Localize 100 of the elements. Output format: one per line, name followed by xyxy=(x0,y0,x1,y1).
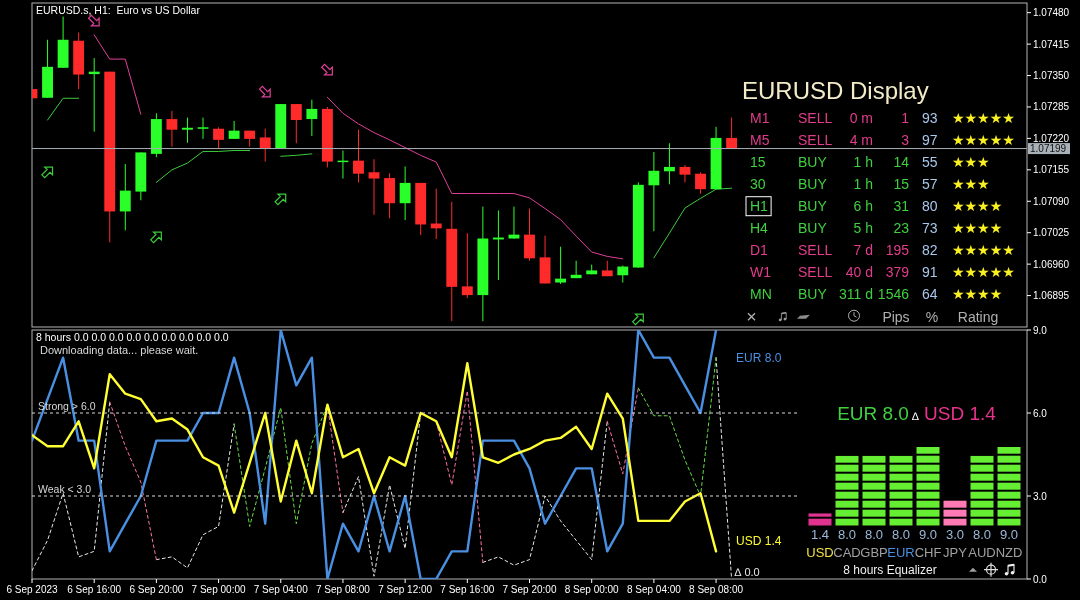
annotation: D1 xyxy=(750,242,769,259)
annotation: 4 m xyxy=(849,132,873,149)
x-tick-label: 7 Sep 12:00 xyxy=(378,584,433,595)
annotation: 23 xyxy=(893,220,910,237)
annotation: SELL xyxy=(798,242,833,259)
annotation: BUY xyxy=(798,176,828,193)
annotation: 0 m xyxy=(849,110,873,127)
annotation: ★★★ xyxy=(952,154,990,171)
annotation: BUY xyxy=(798,198,828,215)
annotation: 8 hours Equalizer xyxy=(843,562,937,577)
annotation: 80 xyxy=(922,198,938,215)
annotation: 55 xyxy=(922,154,938,171)
data-label: 9.0 xyxy=(999,526,1019,542)
annotation: ★★★★★ xyxy=(952,242,1015,259)
annotation: % xyxy=(925,308,939,325)
x-tick-label: 7 Sep 16:00 xyxy=(440,584,495,595)
annotation: 40 d xyxy=(845,264,873,281)
x-tick-label: 7 Sep 04:00 xyxy=(253,584,309,595)
x-tick-label: GBP xyxy=(860,544,888,560)
annotation: 379 xyxy=(885,264,910,281)
chart-title: 8 hours 0.0 0.0 0.0 0.0 0.0 0.0 0.0 0.0 0.0 xyxy=(36,331,229,343)
y-tick-label: 3.0 xyxy=(1033,490,1048,502)
data-label: 8.0 xyxy=(864,526,884,542)
annotation: 311 d xyxy=(839,286,873,303)
y-tick-label: 1.07285 xyxy=(1033,101,1070,113)
chart-title: EURUSD.s, H1: Euro vs US Dollar xyxy=(36,4,201,16)
annotation: 1 h xyxy=(853,176,873,193)
x-tick-label: EUR xyxy=(887,544,915,560)
y-tick-label: 1.07350 xyxy=(1033,70,1070,82)
x-tick-label: AUD xyxy=(968,544,996,560)
data-label: 1.4 xyxy=(810,526,830,542)
annotation: 3 xyxy=(901,132,910,149)
annotation: 1 xyxy=(901,110,910,127)
y-tick-label: 1.07090 xyxy=(1033,195,1070,207)
annotation: ★★★ xyxy=(952,176,990,193)
x-tick-label: USD xyxy=(806,544,834,560)
series-label: EUR 8.0 xyxy=(736,351,782,366)
annotation: 30 xyxy=(750,176,766,193)
annotation: 93 xyxy=(922,110,938,127)
x-tick-label: NZD xyxy=(995,544,1023,560)
x-tick-label: 7 Sep 20:00 xyxy=(502,584,557,595)
data-label: 8.0 xyxy=(891,526,911,542)
annotation: 91 xyxy=(922,264,938,281)
annotation: MN xyxy=(750,286,772,303)
data-label: 9.0 xyxy=(918,526,938,542)
annotation: W1 xyxy=(750,264,772,281)
data-label: 3.0 xyxy=(945,526,965,542)
data-label: 8.0 xyxy=(972,526,992,542)
annotation: ★★★★★ xyxy=(952,132,1015,149)
data-label: 8.0 xyxy=(837,526,857,542)
annotation: Pips xyxy=(882,308,910,325)
y-tick-label: 0.0 xyxy=(1033,573,1048,585)
annotation: 14 xyxy=(893,154,910,171)
annotation: 31 xyxy=(893,198,910,215)
annotation: ★★★★★ xyxy=(952,110,1015,127)
annotation: 195 xyxy=(885,242,910,259)
annotation: ★★★★★ xyxy=(952,264,1015,281)
text: EURUSD Display xyxy=(742,77,929,104)
y-tick-label: 1.07415 xyxy=(1033,38,1070,50)
annotation: ∆ 0.0 xyxy=(734,566,760,578)
x-tick-label: 8 Sep 00:00 xyxy=(564,584,620,595)
ref-line-label: Weak < 3.0 xyxy=(38,483,92,495)
annotation: 64 xyxy=(922,286,938,303)
y-tick-label: 1.07025 xyxy=(1033,227,1070,239)
x-tick-label: CHF xyxy=(914,544,942,560)
annotation: SELL xyxy=(798,132,833,149)
y-tick-label: 1.06960 xyxy=(1033,258,1070,270)
x-tick-label: CAD xyxy=(833,544,861,560)
x-tick-label: 6 Sep 2023 xyxy=(6,584,59,595)
annotation: 7 d xyxy=(853,242,873,259)
x-tick-label: 8 Sep 04:00 xyxy=(626,584,682,595)
annotation: SELL xyxy=(798,110,833,127)
annotation: 82 xyxy=(922,242,938,259)
annotation: BUY xyxy=(798,286,828,303)
annotation: ★★★★ xyxy=(952,286,1003,303)
annotation: 57 xyxy=(922,176,938,193)
annotation: 97 xyxy=(922,132,938,149)
y-tick-label: 1.06895 xyxy=(1033,290,1070,302)
y-tick-label: 6.0 xyxy=(1033,407,1048,419)
annotation: BUY xyxy=(798,154,828,171)
annotation: 5 h xyxy=(853,220,873,237)
annotation: 6 h xyxy=(853,198,873,215)
annotation: ★★★★ xyxy=(952,198,1003,215)
chart-title: EUR 8.0 ∆ USD 1.4 xyxy=(837,403,997,424)
annotation: 15 xyxy=(750,154,766,171)
ref-line-label: 1.07199 xyxy=(1030,143,1067,155)
x-tick-label: 6 Sep 20:00 xyxy=(129,584,184,595)
x-tick-label: 6 Sep 16:00 xyxy=(67,584,122,595)
annotation: M1 xyxy=(750,110,770,127)
x-tick-label: 7 Sep 08:00 xyxy=(315,584,371,595)
x-tick-label: JPY xyxy=(943,544,968,560)
text: Downloading data... please wait. xyxy=(40,344,199,356)
annotation: H4 xyxy=(750,220,769,237)
annotation: ★★★★ xyxy=(952,220,1003,237)
annotation: 1546 xyxy=(877,286,910,303)
annotation: M5 xyxy=(750,132,770,149)
annotation: SELL xyxy=(798,264,833,281)
y-tick-label: 1.07155 xyxy=(1033,164,1070,176)
y-tick-label: 1.07220 xyxy=(1033,132,1070,144)
annotation: H1 xyxy=(750,198,769,215)
